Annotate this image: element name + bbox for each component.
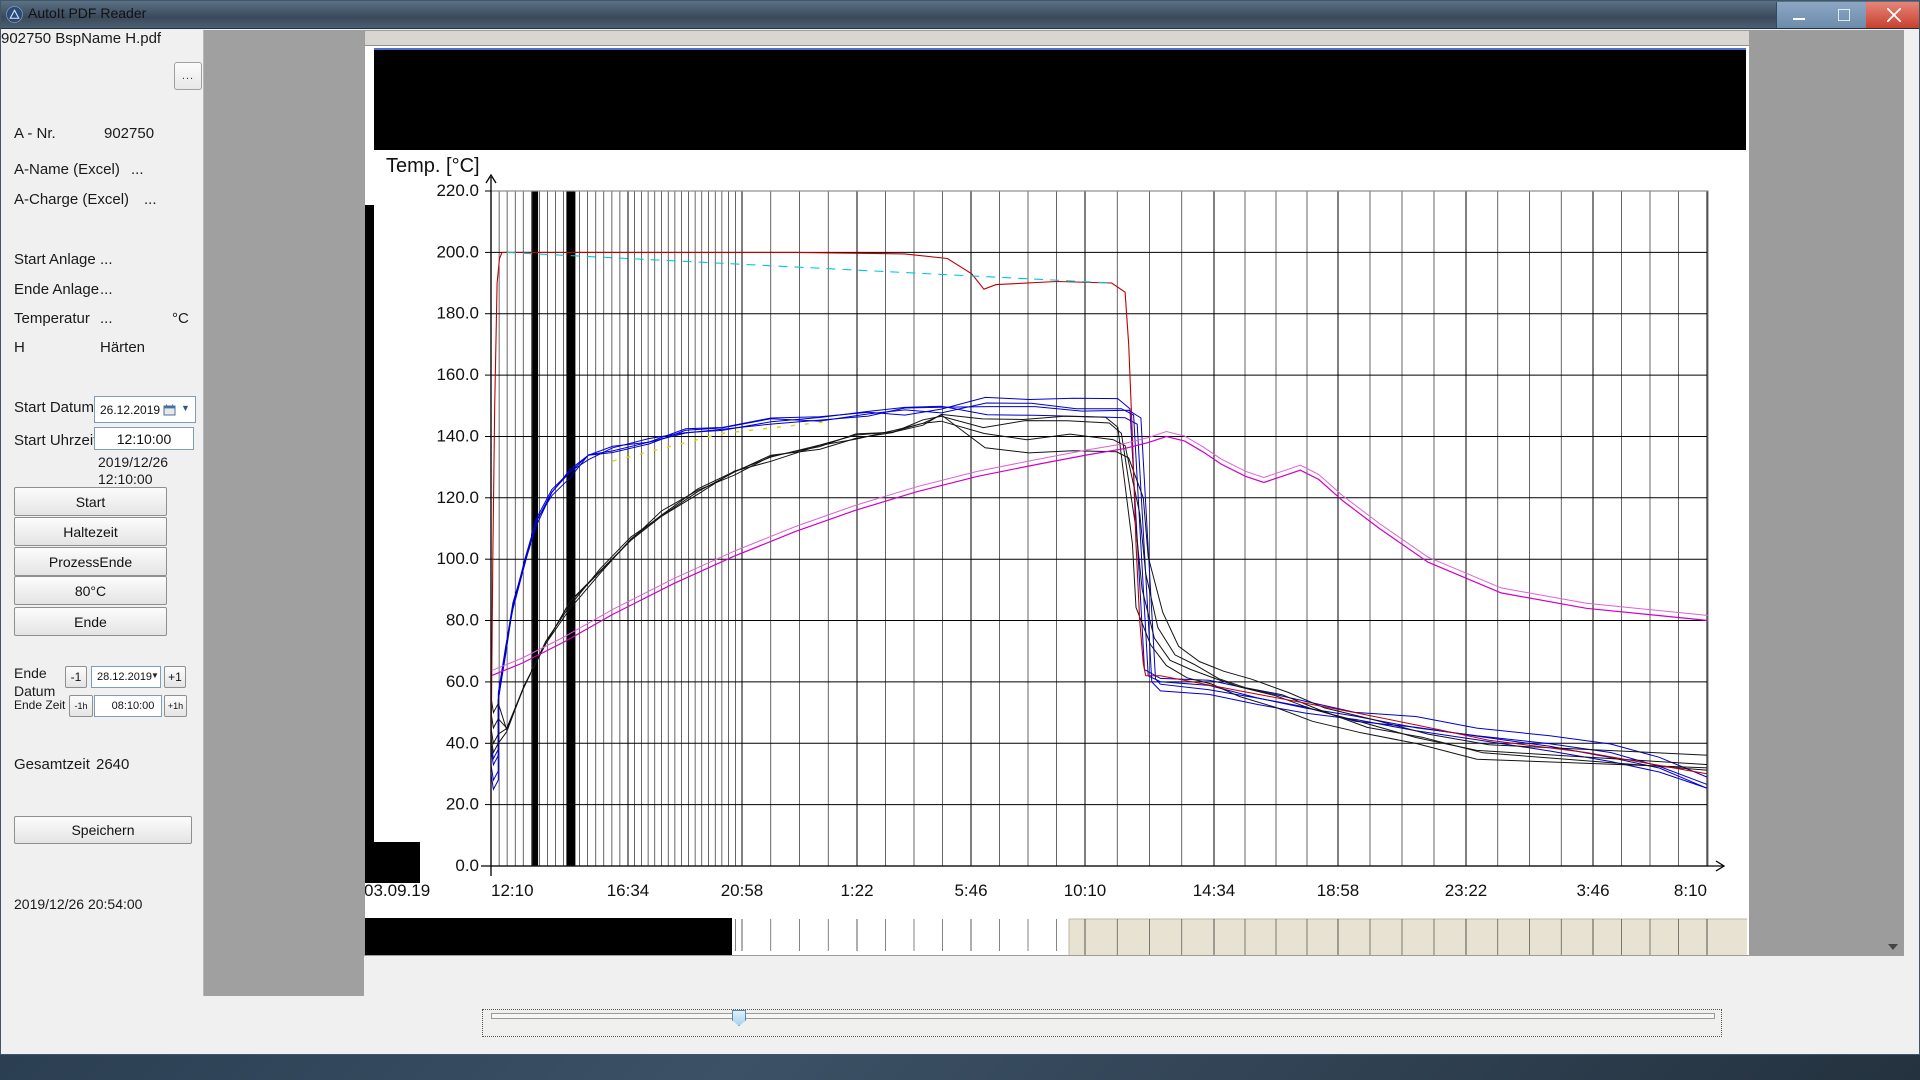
svg-text:100.0: 100.0 [436, 549, 479, 568]
svg-text:40.0: 40.0 [446, 733, 479, 752]
svg-text:23:22: 23:22 [1445, 881, 1488, 900]
svg-text:60.0: 60.0 [446, 672, 479, 691]
svg-text:1:22: 1:22 [840, 881, 873, 900]
svg-text:14:34: 14:34 [1193, 881, 1236, 900]
svg-text:20.0: 20.0 [446, 795, 479, 814]
svg-text:0.0: 0.0 [455, 856, 479, 875]
svg-text:3:46: 3:46 [1576, 881, 1609, 900]
svg-text:200.0: 200.0 [436, 242, 479, 261]
svg-text:03.09.19: 03.09.19 [365, 881, 430, 900]
svg-text:16:34: 16:34 [607, 881, 650, 900]
svg-text:220.0: 220.0 [436, 181, 479, 200]
svg-text:12:10: 12:10 [491, 881, 534, 900]
svg-text:80.0: 80.0 [446, 611, 479, 630]
svg-text:140.0: 140.0 [436, 427, 479, 446]
svg-text:160.0: 160.0 [436, 365, 479, 384]
svg-text:180.0: 180.0 [436, 304, 479, 323]
svg-text:5:46: 5:46 [954, 881, 987, 900]
svg-text:120.0: 120.0 [436, 488, 479, 507]
svg-text:8:10: 8:10 [1674, 881, 1707, 900]
svg-text:10:10: 10:10 [1064, 881, 1107, 900]
svg-text:18:58: 18:58 [1317, 881, 1360, 900]
svg-text:20:58: 20:58 [721, 881, 764, 900]
